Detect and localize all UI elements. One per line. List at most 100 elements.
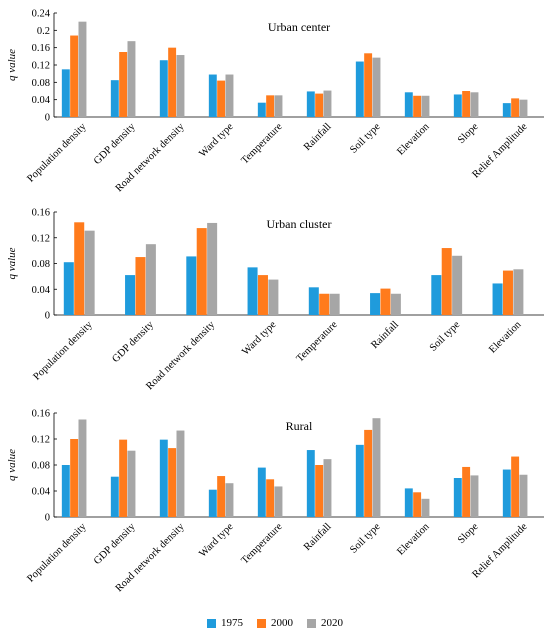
bar-1975 xyxy=(208,489,217,517)
bar-2020 xyxy=(470,92,479,117)
y-tick-label: 0.04 xyxy=(32,95,51,106)
category-group xyxy=(306,450,332,517)
y-tick-label: 0.24 xyxy=(32,9,51,20)
bar-2020 xyxy=(176,430,185,517)
category-group xyxy=(404,488,430,517)
panel-2: 0 0.04 0.08 0.12 0.16 q value Urban cluster Pop… xyxy=(6,208,544,392)
x-tick-label: Temperature xyxy=(239,521,284,566)
x-tick-label: Rainfall xyxy=(302,121,334,153)
x-tick-label: Ward type xyxy=(197,121,236,160)
bar-2020 xyxy=(372,57,381,117)
bar-1975 xyxy=(431,275,442,315)
y-tick-label: 0 xyxy=(45,113,50,124)
bar-2000 xyxy=(319,293,330,315)
bar-2000 xyxy=(364,53,373,117)
bar-2000 xyxy=(315,93,324,117)
legend-label-2000: 2000 xyxy=(271,617,293,629)
bar-2000 xyxy=(257,275,268,315)
panel-1: 0 0.04 0.08 0.12 0.16 0.2 0.24 q value Urban cen… xyxy=(6,9,544,194)
category-group xyxy=(306,90,332,117)
x-tick-label: Population density xyxy=(31,319,95,383)
bar-2000 xyxy=(70,35,79,117)
category-group xyxy=(453,466,479,517)
category-group xyxy=(257,467,283,517)
bar-2020 xyxy=(390,293,401,315)
x-tick-label: Road network density xyxy=(144,319,217,392)
x-tick-label: Elevation xyxy=(395,521,432,558)
bar-2020 xyxy=(225,483,234,517)
bar-2000 xyxy=(441,248,452,315)
legend-swatch-1975 xyxy=(207,618,216,628)
x-tick-label: Elevation xyxy=(487,319,524,356)
x-tick-label: GDP density xyxy=(110,319,156,365)
bar-2020 xyxy=(519,99,528,117)
panel-title: Rural xyxy=(286,419,313,433)
bar-2000 xyxy=(413,492,422,517)
y-tick-label: 0.04 xyxy=(32,487,51,498)
category-group xyxy=(370,288,401,315)
bar-2000 xyxy=(135,257,146,315)
bar-1975 xyxy=(257,467,266,517)
category-group xyxy=(208,476,234,517)
bar-1975 xyxy=(61,69,70,117)
bar-1975 xyxy=(308,287,319,315)
bar-2020 xyxy=(207,222,218,315)
bar-1975 xyxy=(110,80,119,117)
category-group xyxy=(110,439,136,517)
y-tick-label: 0.12 xyxy=(32,61,50,72)
category-group xyxy=(61,419,87,517)
bar-1975 xyxy=(306,450,315,517)
y-tick-label: 0.16 xyxy=(32,43,50,54)
category-group xyxy=(453,91,479,117)
bar-2020 xyxy=(329,293,340,315)
x-tick-label: GDP density xyxy=(92,521,138,567)
x-tick-label: Rainfall xyxy=(302,521,334,553)
bar-2020 xyxy=(78,419,87,517)
category-group xyxy=(125,244,156,315)
category-group xyxy=(492,269,524,315)
bar-2000 xyxy=(266,95,275,117)
bar-1975 xyxy=(159,439,168,517)
legend-item-1975: 1975 xyxy=(207,617,243,629)
category-group xyxy=(159,47,185,117)
bar-1975 xyxy=(61,465,70,517)
bar-2000 xyxy=(119,52,128,117)
category-group xyxy=(61,21,87,118)
category-group xyxy=(208,74,234,117)
bar-2000 xyxy=(266,479,275,517)
bar-1975 xyxy=(404,92,413,117)
bar-1975 xyxy=(257,102,266,117)
category-group xyxy=(355,418,381,517)
bar-2000 xyxy=(462,91,471,117)
bar-1975 xyxy=(247,267,258,315)
x-tick-label: Slope xyxy=(456,121,481,146)
bar-2000 xyxy=(315,465,324,517)
category-group xyxy=(247,267,279,315)
bar-1975 xyxy=(502,469,511,517)
x-tick-label: Soil type xyxy=(348,521,383,556)
bar-2000 xyxy=(364,429,373,517)
bar-1975 xyxy=(404,488,413,517)
panel-3: 0 0.04 0.08 0.12 0.16 q value Rural Population … xyxy=(6,409,544,594)
bar-1975 xyxy=(306,91,315,117)
y-tick-label: 0.08 xyxy=(32,461,50,472)
bar-2000 xyxy=(168,448,177,517)
x-tick-label: Population density xyxy=(25,521,89,585)
bar-2020 xyxy=(452,255,463,315)
bar-2000 xyxy=(217,476,226,517)
panel-title: Urban cluster xyxy=(267,217,332,231)
y-tick-label: 0.04 xyxy=(32,285,51,296)
category-group xyxy=(502,98,528,117)
x-tick-label: Rainfall xyxy=(369,319,401,351)
y-tick-label: 0.08 xyxy=(32,78,50,89)
bar-1975 xyxy=(125,275,136,315)
bar-2020 xyxy=(513,269,524,315)
category-group xyxy=(404,92,430,117)
bar-2000 xyxy=(413,95,422,117)
y-tick-label: 0.08 xyxy=(32,259,50,270)
chart-legend: 1975 2000 2020 xyxy=(0,614,550,632)
bar-2000 xyxy=(74,222,85,315)
x-tick-label: Population density xyxy=(25,121,89,185)
bar-2020 xyxy=(127,450,136,517)
